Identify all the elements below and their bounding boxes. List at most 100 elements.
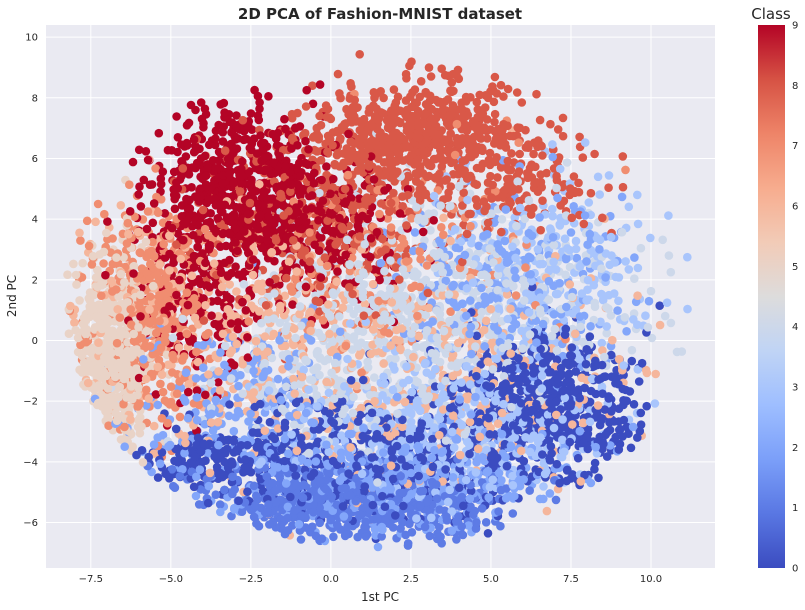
scatter-point xyxy=(407,528,417,537)
scatter-point xyxy=(651,369,660,379)
scatter-point xyxy=(479,325,489,335)
scatter-point xyxy=(145,180,155,189)
scatter-point xyxy=(617,192,627,202)
scatter-point xyxy=(170,204,180,214)
scatter-point xyxy=(215,500,225,509)
scatter-point xyxy=(481,518,491,527)
scatter-point xyxy=(163,360,173,370)
scatter-point xyxy=(410,228,420,237)
scatter-point xyxy=(153,473,163,482)
scatter-point xyxy=(341,341,351,351)
scatter-point xyxy=(602,328,611,338)
scatter-point xyxy=(545,489,555,498)
scatter-point xyxy=(293,108,302,118)
scatter-points xyxy=(63,50,692,552)
scatter-point xyxy=(590,458,600,468)
scatter-point xyxy=(622,327,631,336)
scatter-point xyxy=(604,183,613,192)
scatter-point xyxy=(655,301,664,311)
scatter-point xyxy=(129,261,139,271)
scatter-point xyxy=(189,482,199,492)
scatter-point xyxy=(306,336,316,345)
scatter-point xyxy=(184,118,194,128)
scatter-point xyxy=(431,364,440,374)
scatter-point xyxy=(213,378,223,387)
scatter-point xyxy=(496,521,505,531)
scatter-point xyxy=(69,259,78,269)
scatter-point xyxy=(621,165,630,175)
scatter-point xyxy=(134,145,144,155)
scatter-point xyxy=(546,119,555,129)
scatter-point xyxy=(236,370,245,380)
scatter-point xyxy=(624,265,634,274)
scatter-point xyxy=(194,400,204,410)
scatter-point xyxy=(99,259,108,268)
scatter-point xyxy=(166,382,176,392)
scatter-point xyxy=(450,225,460,234)
scatter-point xyxy=(232,287,241,296)
scatter-point xyxy=(436,201,446,210)
scatter-point xyxy=(391,354,400,363)
scatter-point xyxy=(196,98,206,107)
scatter-point xyxy=(171,424,181,434)
scatter-point xyxy=(213,296,222,306)
scatter-point xyxy=(622,422,632,432)
scatter-point xyxy=(604,171,614,180)
scatter-point xyxy=(335,89,344,98)
scatter-point xyxy=(254,521,264,531)
scatter-point xyxy=(452,535,461,544)
scatter-point xyxy=(93,199,103,209)
scatter-point xyxy=(244,317,253,326)
scatter-point xyxy=(108,234,117,243)
scatter-point xyxy=(255,104,264,114)
scatter-point xyxy=(566,228,576,237)
scatter-point xyxy=(597,338,607,348)
scatter-point xyxy=(575,426,585,436)
scatter-point xyxy=(614,404,624,414)
scatter-point xyxy=(273,374,283,384)
scatter-point xyxy=(519,296,529,305)
scatter-point xyxy=(636,408,646,418)
scatter-point xyxy=(503,84,513,94)
scatter-point xyxy=(206,378,216,388)
scatter-point xyxy=(209,259,219,268)
scatter-point xyxy=(280,291,290,301)
scatter-point xyxy=(136,202,146,211)
scatter-point xyxy=(542,506,552,516)
scatter-point xyxy=(633,291,642,301)
scatter-point xyxy=(551,495,561,505)
scatter-point xyxy=(584,198,594,207)
scatter-point xyxy=(447,87,456,97)
scatter-point xyxy=(222,292,232,301)
scatter-point xyxy=(72,280,81,289)
scatter-point xyxy=(156,379,165,389)
scatter-point xyxy=(434,522,444,532)
scatter-point xyxy=(346,319,355,328)
scatter-point xyxy=(642,401,651,411)
scatter-point xyxy=(103,217,112,226)
scatter-point xyxy=(241,306,251,315)
scatter-point xyxy=(124,229,133,239)
scatter-point xyxy=(254,115,264,125)
scatter-point xyxy=(421,109,430,119)
scatter-point xyxy=(490,109,500,119)
scatter-point xyxy=(451,327,461,337)
scatter-point xyxy=(75,296,84,305)
scatter-point xyxy=(524,196,534,205)
scatter-point xyxy=(512,88,522,97)
scatter-point xyxy=(650,399,660,408)
scatter-point xyxy=(447,361,456,371)
scatter-point xyxy=(158,387,168,397)
scatter-point xyxy=(633,190,642,200)
scatter-point xyxy=(385,207,394,216)
scatter-point xyxy=(525,486,534,495)
scatter-point xyxy=(416,77,426,86)
scatter-point xyxy=(175,412,185,422)
scatter-point xyxy=(447,78,457,87)
scatter-point xyxy=(375,209,384,219)
scatter-point xyxy=(354,342,363,351)
scatter-point xyxy=(214,120,223,130)
scatter-point xyxy=(535,115,545,125)
scatter-point xyxy=(76,236,85,245)
